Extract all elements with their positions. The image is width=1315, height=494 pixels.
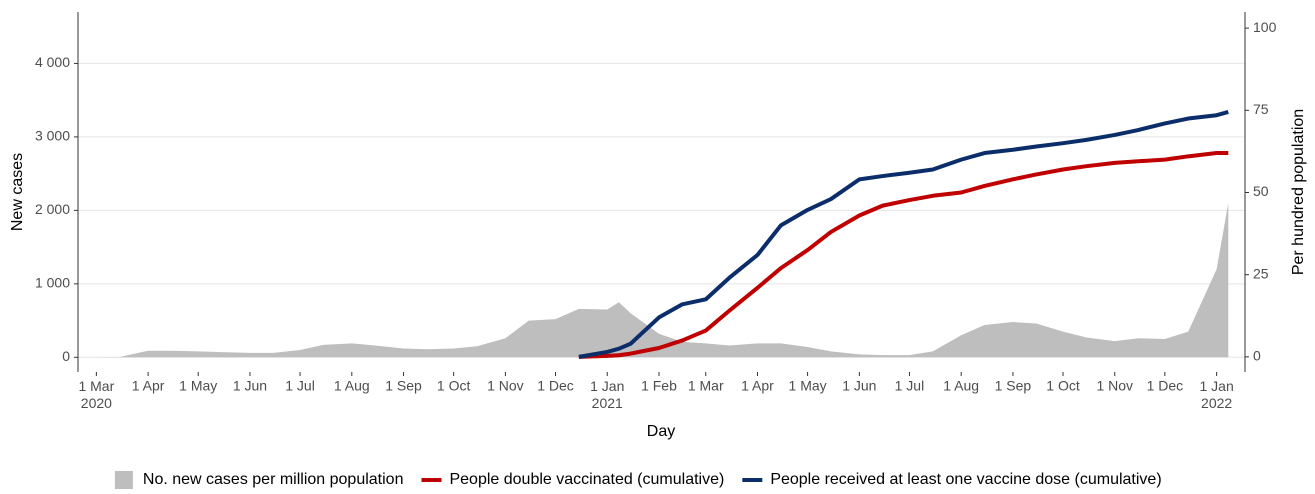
x-tick-label: 1 Dec (1147, 378, 1184, 394)
x-tick-label: 1 Jan 2021 (590, 378, 624, 411)
y2-tick-label: 75 (1253, 101, 1269, 117)
x-tick-label: 1 Apr (741, 378, 774, 394)
x-tick-label: 1 Aug (943, 378, 979, 394)
x-tick-label: 1 May (179, 378, 217, 394)
x-tick-label: 1 Mar 2020 (78, 378, 114, 411)
x-tick-label: 1 Jan 2022 (1199, 378, 1233, 411)
x-tick-label: 1 Aug (334, 378, 370, 394)
x-tick-label: 1 Jul (895, 378, 925, 394)
x-tick-label: 1 Sep (995, 378, 1032, 394)
x-tick-label: 1 Oct (437, 378, 471, 394)
line (578, 151, 1229, 359)
y-tick-label: 3 000 (35, 128, 70, 144)
y-tick-label: 2 000 (35, 201, 70, 217)
x-tick-label: 1 Sep (385, 378, 422, 394)
x-tick-label: 1 Oct (1046, 378, 1080, 394)
x-tick-label: 1 Jul (285, 378, 315, 394)
legend-label: People double vaccinated (cumulative) (449, 471, 724, 488)
y2-axis-title: Per hundred population (1290, 109, 1307, 275)
y-tick-label: 0 (62, 348, 70, 364)
legend: No. new cases per million population Peop… (114, 471, 1162, 489)
x-tick-label: 1 May (789, 378, 827, 394)
y2-tick-label: 0 (1253, 348, 1261, 364)
area (96, 203, 1229, 358)
y-axis-title: New cases (9, 153, 26, 231)
y-tick-label: 4 000 (35, 54, 70, 70)
x-tick-label: 1 Jun (233, 378, 267, 394)
x-tick-label: 1 Dec (537, 378, 574, 394)
legend-swatch (114, 471, 133, 489)
x-tick-label: 1 Jun (842, 378, 876, 394)
x-axis-title: Day (647, 423, 675, 440)
x-tick-label: 1 Nov (487, 378, 524, 394)
line (578, 110, 1229, 359)
x-tick-label: 1 Apr (132, 378, 165, 394)
x-tick-label: 1 Feb (641, 378, 677, 394)
y2-tick-label: 25 (1253, 265, 1269, 281)
legend-label: People received at least one vaccine dos… (770, 471, 1161, 488)
legend-label: No. new cases per million population (143, 471, 404, 488)
x-tick-label: 1 Nov (1096, 378, 1133, 394)
y2-tick-label: 50 (1253, 183, 1269, 199)
y-tick-label: 1 000 (35, 275, 70, 291)
x-tick-label: 1 Mar (688, 378, 724, 394)
y2-tick-label: 100 (1253, 19, 1277, 35)
